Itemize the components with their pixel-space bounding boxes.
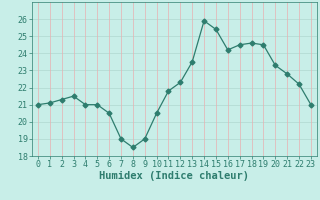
X-axis label: Humidex (Indice chaleur): Humidex (Indice chaleur) — [100, 171, 249, 181]
